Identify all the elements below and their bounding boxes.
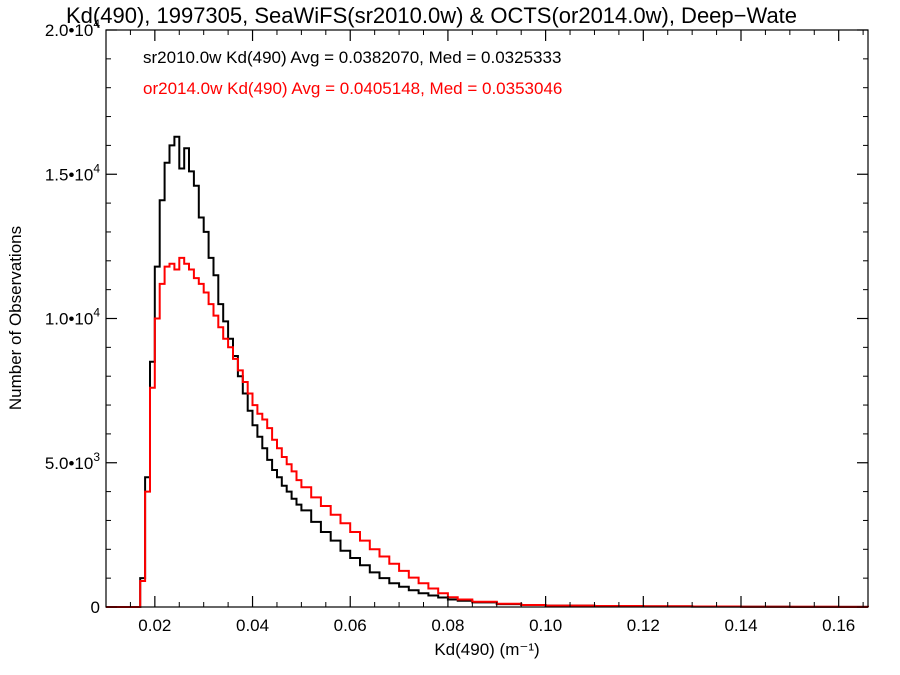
series-line-black	[106, 135, 869, 608]
plot-area: 0.02 0.04 0.06 0.08 0.10 0.12 0.14 0.16 0 5.0•103…	[45, 17, 869, 635]
x-tick-label: 0.16	[822, 616, 855, 635]
y-tick-label: 1.0•104	[45, 306, 101, 329]
y-tick-label: 2.0•104	[45, 17, 101, 40]
x-tick-label: 0.02	[138, 616, 171, 635]
y-tick-label: 1.5•104	[45, 161, 101, 184]
x-tick-label: 0.14	[724, 616, 757, 635]
x-tick-label: 0.08	[431, 616, 464, 635]
plot-frame	[105, 29, 869, 608]
y-axis-label: Number of Observations	[6, 226, 25, 410]
x-tick-label: 0.12	[627, 616, 660, 635]
x-axis-label: Kd(490) (m⁻¹)	[434, 640, 539, 659]
y-tick-label: 0	[91, 598, 100, 617]
x-tick-label: 0.06	[334, 616, 367, 635]
x-tick-label: 0.04	[236, 616, 269, 635]
series-line-red	[106, 256, 869, 608]
y-tick-label: 5.0•103	[45, 450, 101, 473]
legend-entry-red: or2014.0w Kd(490) Avg = 0.0405148, Med =…	[143, 79, 562, 98]
legend-entry-black: sr2010.0w Kd(490) Avg = 0.0382070, Med =…	[143, 48, 561, 67]
chart-title: Kd(490), 1997305, SeaWiFS(sr2010.0w) & O…	[66, 3, 797, 28]
x-tick-label: 0.10	[529, 616, 562, 635]
